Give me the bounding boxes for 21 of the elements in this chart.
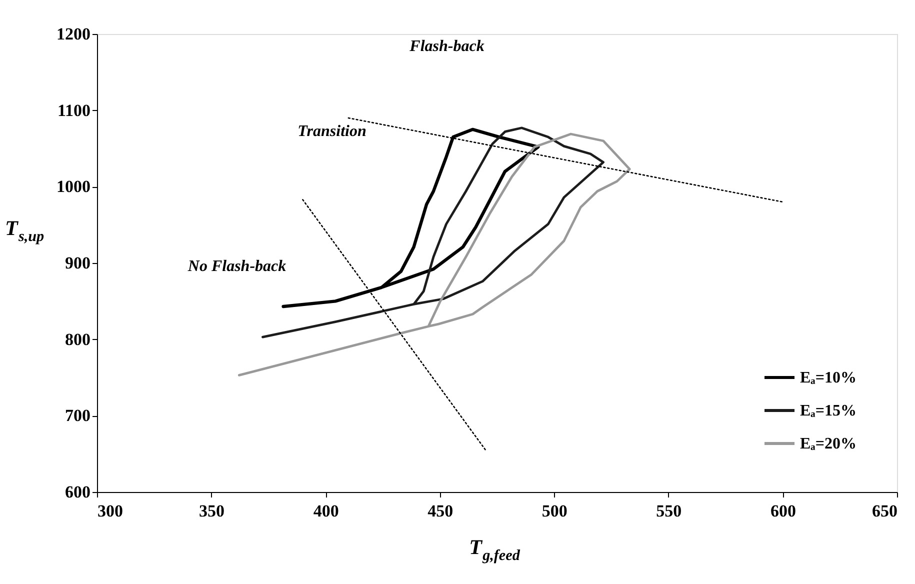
annotation: Flash-back (408, 38, 484, 55)
x-tick-label: 300 (98, 502, 123, 520)
x-tick-label: 600 (770, 502, 796, 520)
annotation: No Flash-back (186, 258, 286, 275)
x-tick-label: 400 (313, 502, 339, 520)
y-tick-label: 1000 (56, 177, 90, 196)
annotation: Transition (298, 123, 366, 140)
legend-label: Eₐ=15% (800, 402, 856, 420)
y-tick-label: 700 (65, 406, 90, 426)
x-tick-label: 650 (872, 502, 898, 520)
y-tick-label: 600 (65, 482, 90, 502)
x-tick-label: 500 (542, 502, 568, 520)
x-tick-label: 350 (199, 502, 225, 520)
legend-label: Eₐ=10% (800, 370, 856, 386)
y-tick-label: 1200 (56, 24, 90, 44)
x-tick-label: 550 (656, 502, 682, 520)
y-tick-label: 800 (65, 330, 90, 349)
y-tick-label: 1100 (57, 100, 90, 120)
x-tick-label: 450 (428, 502, 454, 520)
y-tick-label: 900 (65, 254, 90, 272)
legend-label: Eₐ=20% (800, 436, 856, 452)
